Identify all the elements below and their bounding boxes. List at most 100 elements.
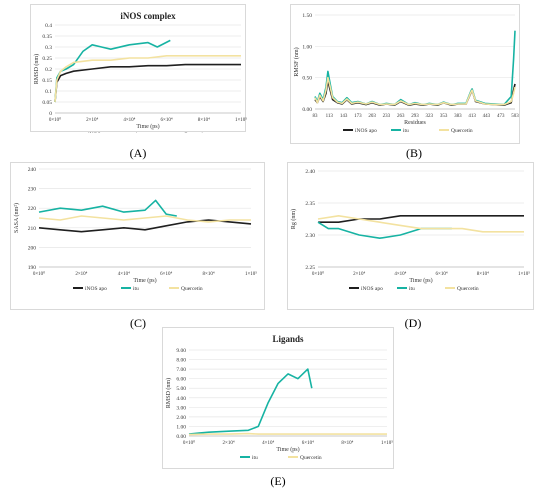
- xtick-d-4: 8×10⁴: [477, 271, 489, 277]
- legend-label-a-0: iNOS apo: [88, 132, 110, 133]
- ytick-e-0: 0.00: [176, 434, 186, 440]
- legend-label-c-1: itu: [133, 286, 139, 292]
- ytick-c-3: 220: [28, 206, 37, 212]
- xlabel-a: Time (ps): [136, 123, 159, 130]
- xtick-e-5: 1×10⁵: [381, 440, 393, 446]
- xlabel-e: Time (ps): [276, 446, 299, 453]
- xtick-a-2: 4×10⁴: [123, 117, 135, 123]
- series-line-a-0: [54, 63, 241, 103]
- xtick-b-9: 353: [440, 114, 448, 119]
- xlabel-c: Time (ps): [133, 277, 156, 284]
- series-line-e-0: [188, 368, 313, 435]
- legend-label-c-0: iNOS apo: [85, 286, 107, 292]
- xtick-b-6: 263: [397, 114, 405, 119]
- xlabel-b: Residues: [404, 120, 426, 126]
- xtick-b-13: 473: [497, 114, 505, 119]
- ylabel-b: RMSF (nm): [293, 47, 300, 76]
- xtick-d-1: 2×10⁴: [353, 271, 365, 277]
- xtick-c-2: 4×10⁴: [118, 271, 130, 277]
- chart-d: 2.25 2.30 2.35 2.40 0×10⁰ 2×10⁴ 4×10⁴ 6×10⁴ 8×10…: [290, 169, 530, 292]
- ylabel-d: Rg (nm): [290, 209, 297, 229]
- legend-label-d-2: Quercetin: [457, 286, 479, 292]
- xtick-b-10: 383: [454, 114, 462, 119]
- ytick-e-2: 2.00: [176, 415, 186, 421]
- panel-d: 2.25 2.30 2.35 2.40 0×10⁰ 2×10⁴ 4×10⁴ 6×10⁴ 8×10…: [287, 162, 534, 310]
- ytick-e-5: 5.00: [176, 386, 186, 392]
- xtick-b-12: 443: [483, 114, 491, 119]
- panel-e-label: (E): [270, 474, 286, 488]
- legend-label-b-0: iNOS apo: [355, 128, 377, 134]
- series-line-e-1: [188, 432, 387, 436]
- xtick-b-0: 83: [313, 114, 319, 119]
- series-line-c-1: [38, 199, 177, 217]
- xtick-b-8: 323: [426, 114, 434, 119]
- ytick-d-1: 2.30: [305, 233, 315, 239]
- ytick-a-2: 0.1: [45, 89, 52, 95]
- legend-label-d-0: iNOS apo: [361, 286, 383, 292]
- xtick-e-1: 2×10⁴: [223, 440, 235, 446]
- ytick-c-4: 230: [28, 187, 37, 193]
- chart-a: 0 0.05 0.1 0.15 0.2 0.25 0.3 0.35 0.4 0×10⁰ 2×10⁴ 4…: [33, 11, 247, 133]
- legend-label-c-2: Quercetin: [181, 286, 203, 292]
- xtick-c-1: 2×10⁴: [75, 271, 87, 277]
- ytick-e-9: 9.00: [176, 348, 186, 354]
- xtick-b-4: 203: [368, 114, 376, 119]
- ytick-e-7: 7.00: [176, 367, 186, 373]
- xtick-c-0: 0×10⁰: [33, 271, 45, 277]
- ytick-e-6: 6.00: [176, 377, 186, 383]
- xtick-b-1: 113: [326, 114, 334, 119]
- ytick-a-3: 0.15: [42, 78, 52, 84]
- ytick-a-0: 0: [49, 111, 52, 117]
- xtick-a-0: 0×10⁰: [49, 117, 61, 123]
- xtick-a-1: 2×10⁴: [86, 117, 98, 123]
- legend-label-b-1: itu: [403, 128, 409, 134]
- panel-d-label: (D): [404, 316, 422, 330]
- xlabel-d: Time (ps): [409, 277, 432, 284]
- xtick-b-7: 293: [411, 114, 419, 119]
- legend-label-b-2: Quercetin: [451, 128, 473, 134]
- title-a: iNOS complex: [120, 11, 176, 21]
- chart-b: 0.00 0.50 1.00 1.50 83 113 143 173 203 233 263 293 3…: [293, 13, 519, 134]
- ytick-a-1: 0.05: [42, 100, 52, 106]
- panel-c: 190 200 210 220 230 240 0×10⁰ 2×10⁴ 4×10⁴ 6×10⁴ 8×…: [10, 162, 265, 310]
- ytick-c-1: 200: [28, 245, 37, 251]
- ylabel-c: SASA (nm²): [13, 203, 20, 233]
- series-line-d-1: [317, 221, 452, 239]
- panel-e: 0.00 1.00 2.00 3.00 4.00 5.00 6.00 7.00 8.00 9.00…: [162, 327, 394, 469]
- ytick-a-7: 0.35: [42, 34, 52, 40]
- xtick-d-2: 4×10⁴: [394, 271, 406, 277]
- xtick-c-4: 8×10⁴: [203, 271, 215, 277]
- ytick-d-0: 2.25: [305, 265, 315, 271]
- xtick-a-5: 1×10⁵: [235, 117, 247, 123]
- panel-b: 0.00 0.50 1.00 1.50 83 113 143 173 203 233 263 293 3…: [290, 4, 520, 144]
- ytick-a-5: 0.25: [42, 56, 52, 62]
- ytick-e-8: 8.00: [176, 358, 186, 364]
- series-line-d-0: [318, 214, 524, 224]
- ylabel-a: RMSD (nm): [33, 54, 40, 84]
- ytick-c-2: 210: [28, 226, 37, 232]
- series-line-b-2: [314, 76, 516, 106]
- chart-e: 0.00 1.00 2.00 3.00 4.00 5.00 6.00 7.00 8.00 9.00…: [165, 334, 393, 461]
- xtick-b-3: 173: [354, 114, 362, 119]
- ytick-a-4: 0.2: [45, 67, 52, 73]
- xtick-b-5: 233: [383, 114, 391, 119]
- ytick-e-1: 1.00: [176, 424, 186, 430]
- xtick-a-4: 8×10⁴: [198, 117, 210, 123]
- panel-c-label: (C): [130, 316, 146, 330]
- xtick-b-2: 143: [340, 114, 348, 119]
- ytick-c-0: 190: [28, 265, 37, 271]
- ytick-a-6: 0.3: [45, 45, 52, 51]
- ytick-e-3: 3.00: [176, 405, 186, 411]
- xtick-b-14: 503: [511, 114, 519, 119]
- legend-label-e-1: Quercetin: [300, 455, 322, 461]
- xtick-c-5: 1×10⁵: [245, 271, 257, 277]
- series-line-b-1: [314, 30, 516, 106]
- series-line-d-2: [317, 214, 524, 233]
- ytick-e-4: 4.00: [176, 396, 186, 402]
- xtick-b-11: 413: [468, 114, 476, 119]
- ytick-b-1: 0.50: [302, 76, 312, 82]
- series-line-a-2: [54, 54, 241, 103]
- panel-a-label: (A): [129, 146, 147, 160]
- ytick-d-3: 2.40: [305, 169, 315, 175]
- legend-label-a-1: itu: [136, 132, 142, 133]
